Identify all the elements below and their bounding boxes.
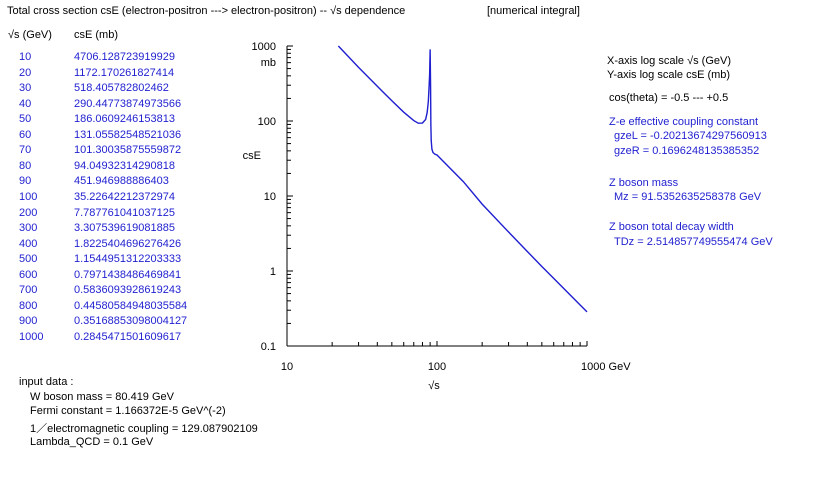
x-axis-label: √s	[428, 380, 440, 392]
table-cell-s: 600	[19, 268, 38, 281]
table-cell-s: 40	[19, 97, 32, 110]
table-cell-s: 200	[19, 206, 38, 219]
series-line	[337, 45, 588, 313]
y-axis-label: csE	[243, 150, 261, 162]
y-tick-label: 0.1	[261, 341, 276, 353]
x-tick-label: 100	[428, 361, 446, 373]
table-cell-s: 300	[19, 222, 38, 235]
table-cell-s: 70	[19, 144, 32, 157]
table-cell-s: 30	[19, 82, 32, 95]
y-tick-label: 1	[270, 266, 276, 278]
table-cell-cs: 7.787761041037125	[74, 206, 175, 219]
table-cell-cs: 35.22642212372974	[74, 190, 175, 203]
gzeR-value: gzeR = 0.1696248135385352	[614, 145, 760, 157]
table-cell-s: 60	[19, 128, 32, 141]
table-cell-s: 700	[19, 284, 38, 297]
z-mass-title: Z boson mass	[609, 177, 679, 189]
table-header-cs: csE (mb)	[74, 29, 118, 41]
table-cell-cs: 0.5836093928619243	[74, 284, 182, 297]
table-cell-cs: 518.405782802462	[74, 82, 169, 95]
input-em-coupling: 1／electromagnetic coupling = 129.0879021…	[30, 423, 258, 435]
table-cell-cs: 451.946988886403	[74, 175, 169, 188]
y-tick-label: 10	[264, 191, 276, 203]
table-cell-cs: 94.04932314290818	[74, 159, 175, 172]
y-scale-label: Y-axis log scale csE (mb)	[607, 69, 731, 81]
z-width-title: Z boson total decay width	[609, 221, 734, 233]
table-cell-s: 10	[19, 51, 32, 63]
table-cell-s: 100	[19, 190, 38, 203]
table-cell-s: 400	[19, 237, 38, 250]
table-cell-s: 500	[19, 253, 38, 266]
table-cell-cs: 0.2845471501609617	[74, 330, 182, 343]
input-fermi: Fermi constant = 1.166372E-5 GeV^(-2)	[30, 405, 226, 417]
table-cell-cs: 4706.128723919929	[74, 51, 175, 63]
table-cell-s: 20	[19, 66, 32, 79]
table-cell-cs: 1.1544951312203333	[74, 253, 182, 266]
table-cell-s: 80	[19, 159, 32, 172]
y-tick-label: 1000	[252, 41, 276, 53]
gzeL-value: gzeL = -0.20213674297560913	[614, 130, 767, 142]
z-mass-value: Mz = 91.5352635258378 GeV	[614, 191, 762, 203]
table-header-s: √s (GeV)	[8, 29, 52, 41]
table-cell-cs: 1172.170261827414	[74, 66, 175, 79]
table-cell-cs: 0.35168853098004127	[74, 315, 188, 328]
y-tick-label: 100	[258, 116, 276, 128]
table-cell-cs: 186.0609246153813	[74, 113, 175, 126]
y-unit-label: mb	[261, 57, 276, 69]
chart-title: Total cross section csE (electron-positr…	[7, 5, 406, 17]
coupling-title: Z-e effective coupling constant	[609, 116, 758, 128]
table-cell-s: 90	[19, 175, 32, 188]
x-scale-label: X-axis log scale √s (GeV)	[607, 55, 732, 67]
table-cell-cs: 3.307539619081885	[74, 222, 175, 235]
cos-theta-label: cos(theta) = -0.5 --- +0.5	[609, 92, 729, 104]
table-cell-s: 50	[19, 113, 32, 126]
table-cell-s: 1000	[19, 330, 44, 343]
table-cell-cs: 101.30035875559872	[74, 144, 182, 157]
z-width-value: TDz = 2.514857749555474 GeV	[614, 236, 773, 248]
table-cell-cs: 0.7971438486469841	[74, 268, 182, 281]
input-title: input data :	[19, 376, 74, 388]
table-cell-s: 900	[19, 315, 38, 328]
x-tick-label: 10	[281, 361, 293, 373]
x-tick-label: 1000 GeV	[581, 361, 631, 373]
mode-label: [numerical integral]	[487, 5, 580, 17]
input-w-mass: W boson mass = 80.419 GeV	[30, 391, 174, 403]
table-cell-s: 800	[19, 299, 38, 312]
table-cell-cs: 1.8225404696276426	[74, 237, 182, 250]
table-cell-cs: 0.44580584948035584	[74, 299, 188, 312]
table-cell-cs: 131.05582548521036	[74, 128, 182, 141]
table-cell-cs: 290.44773874973566	[74, 97, 182, 110]
input-lambda-qcd: Lambda_QCD = 0.1 GeV	[30, 436, 154, 448]
